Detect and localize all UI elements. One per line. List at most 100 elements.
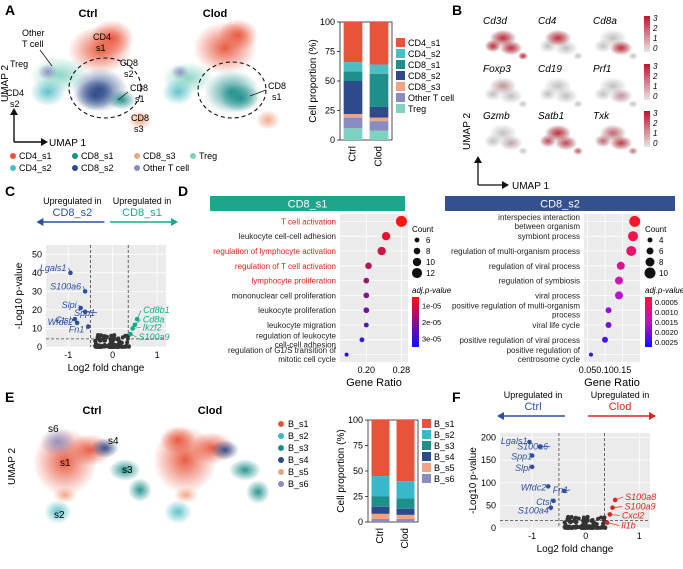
y-tick-label: 50	[325, 76, 335, 86]
gene-point	[600, 524, 605, 529]
legend-swatch	[396, 38, 405, 47]
x-tick-label: 0.10	[596, 365, 614, 375]
count-legend-dot	[644, 267, 656, 279]
gene-point	[590, 523, 595, 528]
gene-point	[124, 343, 129, 348]
gene-point	[108, 343, 113, 348]
highlight-point	[74, 320, 80, 326]
go-term-dot	[363, 307, 370, 314]
umap1-label-a: UMAP 1	[49, 138, 86, 149]
gene-label: Spp1	[511, 452, 532, 462]
gene-label: Slpi	[515, 463, 531, 473]
count-legend-label: 8	[659, 258, 664, 267]
bar-segment	[343, 71, 363, 81]
bar-segment	[369, 117, 389, 122]
padj-legend-label: 0.0015	[655, 318, 678, 327]
padj-legend-title: adj.p-value	[412, 286, 452, 295]
gene-point	[104, 334, 109, 339]
gene-label: Wfdc2	[48, 317, 74, 327]
legend-swatch	[396, 49, 405, 58]
legend-label: CD8_s3	[408, 82, 441, 92]
scale-label: 0	[653, 44, 658, 53]
label-cd4-s2-a: CD4	[6, 88, 24, 98]
legend-e-bs1: B_s1	[288, 419, 309, 429]
go-term-dot	[615, 276, 623, 285]
x-tick-label: 0.20	[358, 365, 376, 375]
go-term-dot	[344, 352, 349, 357]
y-tick-label: 20	[32, 305, 42, 315]
umap1-label-b: UMAP 1	[512, 181, 549, 192]
panel-e: E Ctrl Clod s6 s4 s1 s3 s	[5, 389, 455, 549]
legend-swatch	[396, 71, 405, 80]
stacked-bar-chart-a: 0 25 50 75 100 Cell proportion (%) Ctrl Clod CD4…	[308, 17, 454, 167]
bar-segment	[343, 117, 363, 129]
count-legend-label: 10	[426, 258, 435, 267]
go-term-label: regulation of T cell activation	[235, 262, 336, 271]
y-tick-label: 75	[325, 47, 335, 57]
count-legend-dot	[411, 267, 423, 279]
label-other-t-1: Other	[22, 28, 45, 38]
legend-e-bs3: B_s3	[288, 443, 309, 453]
gene-point	[102, 344, 107, 349]
gene-point	[120, 344, 125, 349]
go-term-label: regulation of G1/S transition of	[228, 346, 337, 355]
legend-a-cd8s1: CD8_s1	[81, 151, 114, 161]
go-term-dot	[377, 246, 386, 256]
label-cd8-s1-clod-a: CD8	[268, 81, 286, 91]
label-e-s3: s3	[122, 465, 133, 476]
label-cd8-s3-a: CD8	[131, 113, 149, 123]
go-term-dot	[605, 322, 612, 328]
x-tick-label: 1	[637, 531, 642, 541]
gene-point	[99, 344, 104, 349]
legend-label: B_s6	[434, 474, 455, 484]
gene-label: S100a9	[138, 332, 169, 342]
gene-point	[570, 525, 575, 530]
count-legend-dot	[646, 247, 654, 255]
legend-a-cd8s2: CD8_s2	[81, 163, 114, 173]
count-legend-label: 8	[426, 247, 431, 256]
y-tick-label: 0	[358, 517, 363, 527]
x-tick-label: 0.05	[579, 365, 597, 375]
gene-label: Ctsl	[55, 315, 72, 325]
bar-segment	[396, 481, 415, 499]
dotplot-header	[210, 196, 405, 211]
panel-label-a: A	[5, 2, 15, 18]
count-legend-label: 6	[659, 247, 664, 256]
x-tick-label: Ctrl	[375, 528, 386, 544]
umap-e-ctrl-plot	[33, 428, 152, 524]
gene-label: Cxcl2	[622, 510, 645, 520]
legend-swatch	[396, 93, 405, 102]
up-left-group: CD8_s2	[53, 207, 93, 219]
gene-point	[599, 515, 604, 520]
scale-label: 3	[653, 62, 658, 71]
gene-label: Ctsl	[536, 497, 553, 507]
go-term-label: cell-cell adhesion	[275, 340, 336, 349]
umap-clod-plot	[162, 19, 280, 130]
gene-label: Cd8a	[593, 16, 617, 27]
go-term-dot	[605, 307, 612, 314]
padj-legend-label: 3e-05	[422, 335, 441, 344]
y-tick-label: 100	[481, 478, 496, 488]
bar-segment	[369, 22, 389, 65]
x-tick-label: 0.15	[614, 365, 632, 375]
count-legend-title: Count	[412, 225, 434, 234]
y-tick-label: 0	[37, 342, 42, 352]
gene-label: S100a9	[625, 502, 656, 512]
count-legend-label: 6	[426, 236, 431, 245]
gene-point	[93, 341, 98, 346]
label-cd8-s1-clod-b: s1	[272, 92, 282, 102]
umap-axes-b: UMAP 1 UMAP 2	[462, 113, 549, 192]
go-term-dot	[363, 292, 370, 299]
y-tick-label: 25	[325, 106, 335, 116]
count-legend-dot	[412, 257, 422, 267]
label-cd4-s2-b: s2	[10, 99, 20, 109]
bar-segment	[371, 506, 390, 514]
padj-legend-label: 0.0010	[655, 308, 678, 317]
count-legend-dot	[414, 237, 420, 243]
y-tick-label: 75	[353, 441, 363, 451]
gene-point	[110, 339, 115, 344]
y-tick-label: 50	[486, 500, 496, 510]
y-tick-label: 25	[353, 492, 363, 502]
y-tick-label: 200	[481, 433, 496, 443]
